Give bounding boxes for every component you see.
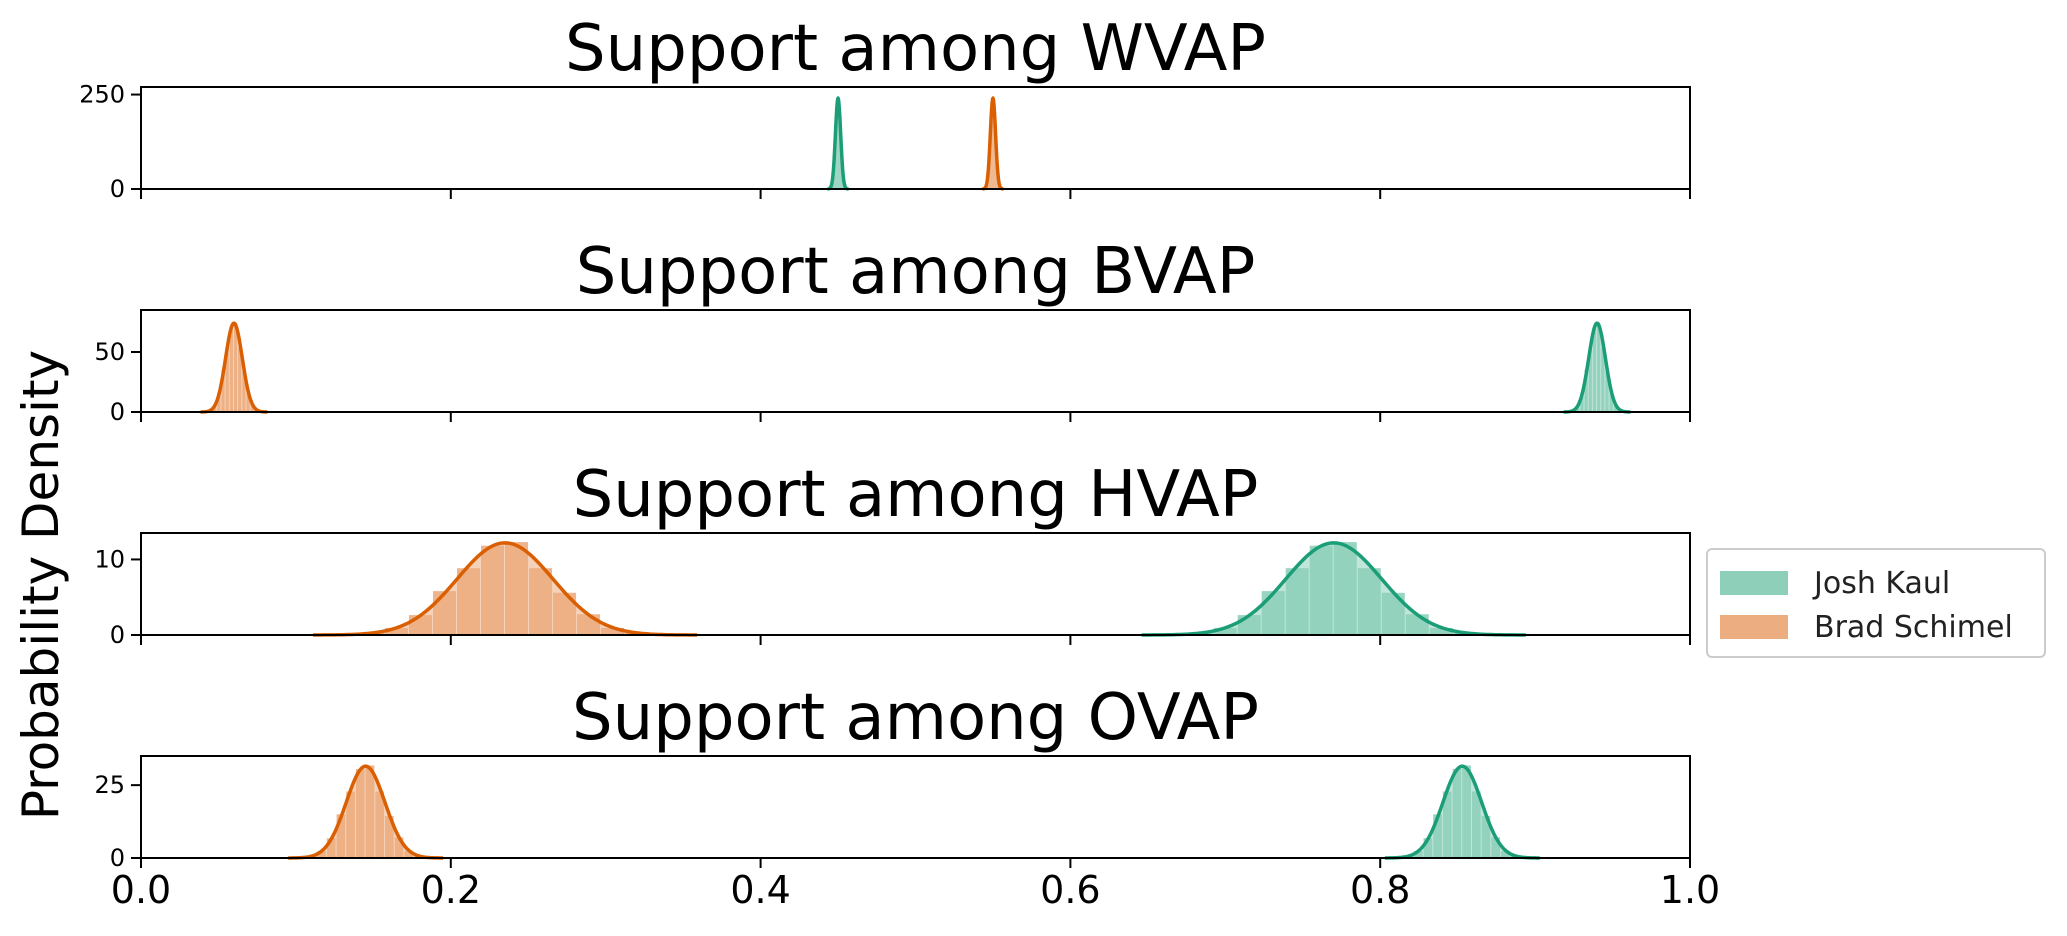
density-area (1141, 542, 1526, 635)
density-area (1563, 323, 1631, 412)
density-line (312, 541, 698, 637)
x-tick-label: 0.2 (421, 868, 481, 912)
y-tick-label: 10 (94, 545, 125, 573)
density-area (982, 98, 1004, 189)
axes-frame (140, 309, 1691, 413)
panel-2: Support among BVAP 0 50 (94, 235, 1691, 426)
y-tick-label: 25 (94, 771, 125, 799)
panel-title: Support among OVAP (572, 681, 1259, 755)
legend-swatch-brad-schimel (1720, 615, 1788, 639)
panel-1: Support among WVAP 0 250 (79, 12, 1691, 203)
density-area (288, 766, 444, 858)
density-line (1141, 541, 1526, 637)
x-tick-label: 1.0 (1660, 868, 1720, 912)
series-brad-schimel (200, 321, 268, 414)
density-line (288, 764, 444, 860)
axes-frame (140, 755, 1691, 859)
panel-title: Support among HVAP (573, 458, 1259, 532)
panel-3: Support among HVAP 0 10 (94, 458, 1691, 649)
series-brad-schimel (312, 541, 698, 637)
density-line (1384, 764, 1540, 860)
density-line (1563, 321, 1631, 414)
density-area (1384, 766, 1540, 858)
y-tick-label: 0 (110, 398, 125, 426)
series-josh-kaul (1563, 321, 1631, 414)
axes-frame (140, 532, 1691, 636)
x-tick-label: 0.4 (730, 868, 790, 912)
x-tick-label: 0.6 (1040, 868, 1100, 912)
x-tick-label: 0.8 (1350, 868, 1410, 912)
series-josh-kaul (1141, 541, 1526, 637)
y-tick-label: 0 (110, 175, 125, 203)
series-brad-schimel (982, 95, 1004, 191)
legend-swatch-josh-kaul (1720, 571, 1788, 595)
panel-title: Support among BVAP (576, 235, 1256, 309)
series-brad-schimel (288, 764, 444, 860)
density-line (827, 95, 849, 191)
y-axis-label: Probability Density (12, 350, 70, 820)
density-area (312, 542, 698, 635)
density-area (200, 323, 268, 412)
legend-label-josh-kaul: Josh Kaul (1814, 565, 1951, 601)
density-line (982, 95, 1004, 191)
legend-item-josh-kaul: Josh Kaul (1720, 563, 1950, 603)
legend: Josh Kaul Brad Schimel (1706, 548, 2046, 658)
density-line (200, 321, 268, 414)
x-tick-label: 0.0 (111, 868, 171, 912)
density-area (827, 98, 849, 189)
y-tick-label: 0 (110, 844, 125, 872)
legend-label-brad-schimel: Brad Schimel (1814, 609, 2013, 645)
panel-title: Support among WVAP (565, 12, 1266, 86)
axes-frame (140, 86, 1691, 190)
series-josh-kaul (1384, 764, 1540, 860)
y-tick-label: 250 (79, 81, 125, 109)
series-josh-kaul (827, 95, 849, 191)
panel-4: Support among OVAP 0 25 0.0 0.2 0.4 0.6 0.8 1.0 (94, 681, 1720, 912)
legend-item-brad-schimel: Brad Schimel (1720, 607, 2013, 647)
y-tick-label: 50 (94, 338, 125, 366)
y-tick-label: 0 (110, 621, 125, 649)
